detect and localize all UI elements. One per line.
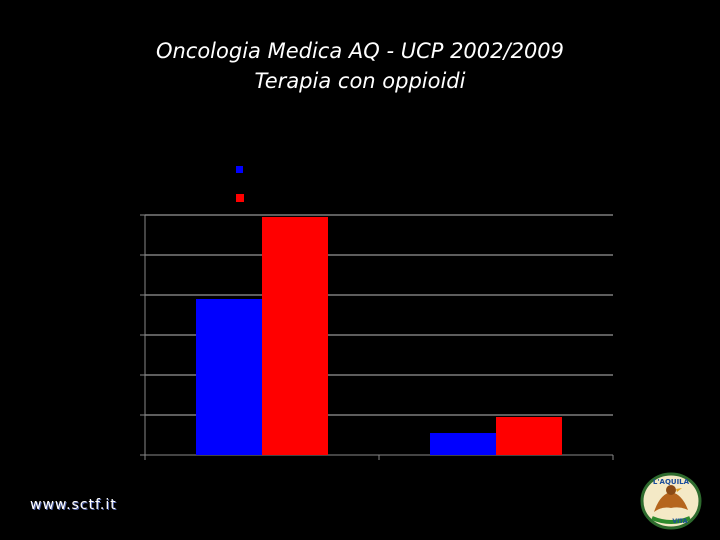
title-line-1: Oncologia Medica AQ - UCP 2002/2009 [155, 39, 565, 63]
legend-swatch-2 [236, 194, 244, 202]
aquila-logo: L'AQUILA VITA [640, 472, 702, 530]
bar-series-1-cat-1 [196, 299, 262, 455]
footer-url[interactable]: www.sctf.it [30, 497, 117, 513]
logo-text-top: L'AQUILA [653, 478, 690, 486]
title-line-2: Terapia con oppioidi [254, 69, 466, 93]
logo-text-bottom: VITA [672, 518, 688, 525]
bar-series-2-cat-1 [262, 217, 328, 455]
chart-title: Oncologia Medica AQ - UCP 2002/2009 Tera… [0, 36, 720, 96]
bar-series-1-cat-2 [430, 433, 496, 455]
bar-series-2-cat-2 [496, 417, 562, 455]
legend-swatch-1 [236, 166, 243, 173]
